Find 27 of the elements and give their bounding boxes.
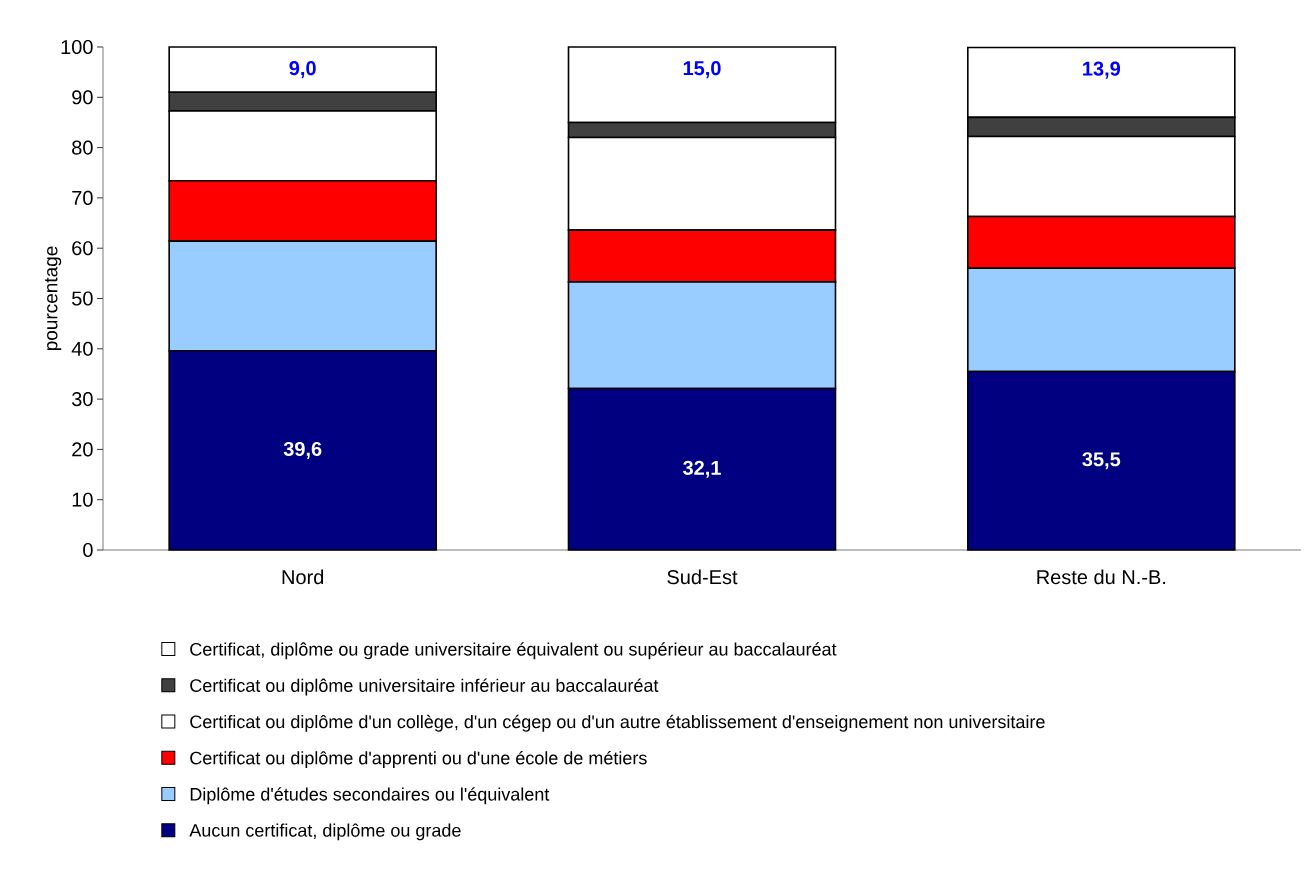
y-tick-label: 20 [72,442,93,457]
y-tick-label: 40 [71,341,93,356]
data-label: 32,1 [682,460,721,478]
y-tick-label: 80 [72,140,93,155]
y-tick-label: 30 [72,392,93,407]
legend-label: Diplôme d'études secondaires ou l'équivalent [190,787,550,805]
data-label: 39,6 [283,441,322,459]
y-axis-title: pourcentage [45,246,62,351]
y-tick-label: 10 [72,492,93,507]
data-label: 9,0 [289,61,316,79]
legend-label: Certificat ou diplôme d'apprenti ou d'une école de métiers [190,750,647,768]
y-tick-label: 90 [72,90,93,105]
x-tick-label: Nord [282,569,324,585]
y-tick-label: 100 [61,39,93,55]
x-tick-label: Sud-Est [667,569,738,585]
data-label: 35,5 [1082,452,1121,470]
y-tick-label: 0 [83,542,93,558]
y-tick-label: 60 [72,241,93,256]
y-tick-label: 70 [72,190,93,205]
data-label: 15,0 [683,61,721,79]
legend-label: Certificat ou diplôme universitaire inférieur au baccalauréat [190,678,659,696]
legend-label: Certificat, diplôme ou grade universitaire équivalent ou supérieur au baccalauréat [190,642,837,660]
legend-label: Certificat ou diplôme d'un collège, d'un cégep ou d'un autre établissement d'enseignement non universitaire [190,714,1045,732]
legend-label: Aucun certificat, diplôme ou grade [189,823,461,841]
x-tick-label: Reste du N.-B. [1037,569,1166,585]
y-tick-label: 50 [72,291,93,306]
data-label: 13,9 [1083,61,1121,79]
